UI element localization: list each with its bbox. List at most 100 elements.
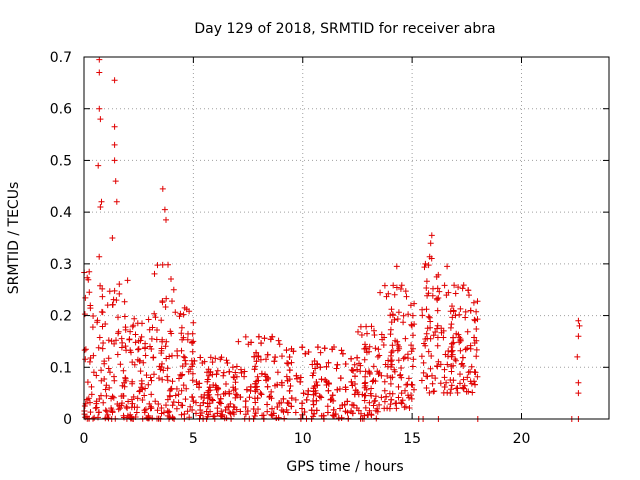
data-point [428, 232, 435, 239]
data-point [381, 387, 388, 394]
data-point [387, 326, 394, 333]
data-point [283, 347, 290, 354]
data-point [460, 282, 467, 289]
data-point [169, 298, 175, 305]
data-point [389, 390, 396, 397]
data-point [163, 216, 169, 223]
data-point [86, 268, 93, 275]
data-point [344, 398, 351, 405]
data-point [387, 401, 394, 408]
data-point [351, 361, 358, 368]
data-point [276, 400, 283, 407]
data-point [471, 316, 478, 323]
data-point [167, 386, 174, 393]
data-point [264, 401, 271, 408]
data-point [294, 375, 300, 382]
data-point [471, 369, 478, 375]
data-point [457, 380, 463, 387]
data-point [278, 407, 285, 414]
data-point [178, 330, 185, 337]
data-point [259, 412, 266, 419]
data-point [246, 394, 253, 401]
data-point [286, 367, 293, 374]
data-point [362, 345, 369, 352]
data-point [410, 332, 416, 339]
data-point [130, 393, 137, 400]
data-point [151, 310, 158, 317]
data-point [189, 393, 195, 400]
data-point [286, 354, 293, 360]
data-point [242, 398, 249, 405]
y-tick-label: 0 [63, 412, 72, 428]
data-point [90, 369, 97, 376]
data-point [209, 359, 216, 366]
data-point [437, 380, 444, 387]
data-point [136, 357, 143, 364]
data-point [401, 354, 408, 361]
data-point [106, 384, 113, 391]
data-point [292, 396, 299, 403]
data-point [425, 348, 432, 355]
data-point [381, 398, 388, 405]
data-point [575, 317, 582, 324]
data-point [423, 385, 430, 391]
data-point [90, 352, 97, 359]
data-point [164, 365, 171, 372]
data-point [90, 313, 97, 319]
data-point [274, 381, 281, 388]
data-point [190, 319, 197, 326]
data-point [387, 358, 394, 365]
data-point [424, 325, 431, 332]
data-point [426, 253, 433, 260]
data-point [82, 294, 89, 301]
data-point [112, 178, 119, 185]
data-point [233, 363, 240, 370]
data-point [391, 291, 398, 298]
data-point [264, 408, 271, 415]
data-point [97, 116, 104, 123]
data-point [362, 341, 368, 348]
data-point [275, 337, 282, 344]
data-point [284, 377, 291, 384]
data-point [169, 402, 176, 409]
data-point [426, 389, 433, 396]
data-point [323, 382, 330, 388]
data-point [165, 261, 171, 268]
data-point [138, 384, 145, 391]
data-point [397, 286, 404, 292]
data-point [408, 321, 415, 328]
data-point [154, 407, 161, 414]
data-point [361, 397, 368, 404]
data-point [145, 381, 152, 388]
data-point [146, 400, 153, 407]
data-point [86, 289, 93, 296]
data-point [129, 378, 136, 385]
data-point [217, 356, 224, 363]
data-point [207, 408, 214, 415]
data-point [330, 406, 337, 413]
data-point [234, 392, 241, 399]
data-point [189, 348, 196, 355]
data-point [142, 352, 149, 359]
data-point [207, 354, 214, 361]
data-point [257, 356, 264, 363]
data-point [388, 396, 395, 403]
data-point [429, 380, 436, 387]
data-point [160, 367, 167, 374]
data-point [460, 376, 467, 383]
data-point [467, 307, 474, 314]
data-point [155, 401, 162, 407]
data-point [464, 328, 471, 335]
data-point [442, 351, 449, 358]
data-point [159, 261, 166, 268]
data-point [284, 360, 291, 367]
data-point [159, 298, 166, 304]
data-point [310, 385, 317, 392]
data-point [226, 390, 233, 397]
data-point [301, 409, 308, 415]
data-point [88, 391, 95, 398]
data-point [229, 364, 236, 371]
data-point [189, 407, 196, 413]
y-tick-label: 0.3 [50, 257, 72, 273]
data-point [362, 368, 369, 375]
